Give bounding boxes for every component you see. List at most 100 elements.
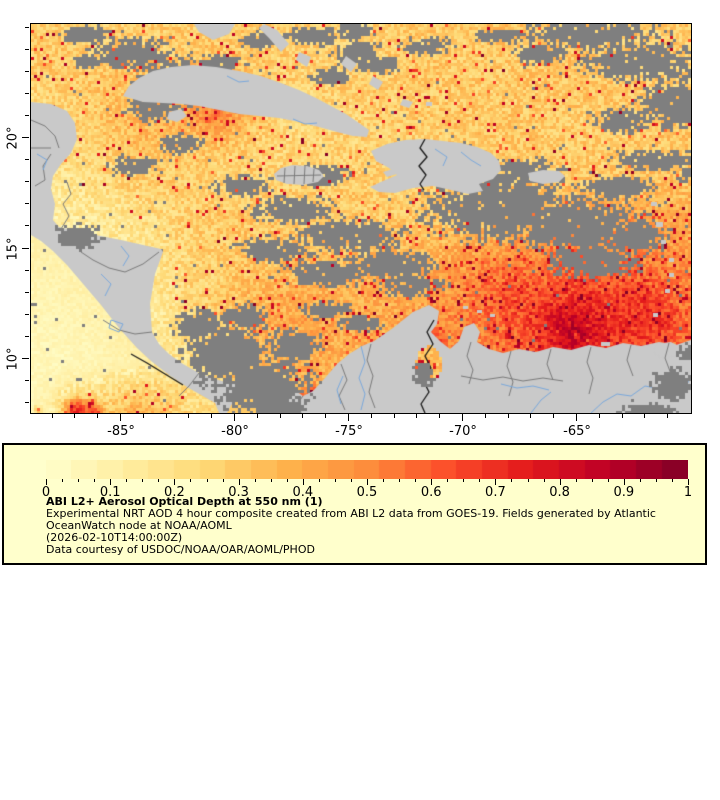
colorbar-minor-tick xyxy=(254,479,256,482)
lat-major-tick xyxy=(22,248,29,249)
legend-box: 0 0.1 0.2 0.3 0.4 0.5 0.6 0.7 0.8 0.9 1 ABI L2+ Ae… xyxy=(2,443,707,565)
colorbar-major-tick xyxy=(46,479,47,485)
lon-major-tick xyxy=(120,414,121,421)
colorbar-major-tick xyxy=(431,479,433,485)
lon-minor-tick xyxy=(598,414,600,418)
colorbar-tick-label: 0.2 xyxy=(164,485,185,500)
colorbar-minor-tick xyxy=(639,479,641,482)
lon-minor-tick xyxy=(370,414,372,418)
lon-minor-tick xyxy=(142,414,144,418)
lon-axis-label: -75° xyxy=(335,424,363,439)
lat-axis-label: 10° xyxy=(5,347,21,371)
lat-minor-tick xyxy=(25,159,29,161)
colorbar-tick-label: 1 xyxy=(683,485,693,500)
colorbar-minor-tick xyxy=(671,479,673,482)
lon-axis-label: -70° xyxy=(449,424,477,439)
lon-minor-tick xyxy=(211,414,213,418)
colorbar-minor-tick xyxy=(463,479,465,482)
legend-title: ABI L2+ Aerosol Optical Depth at 550 nm … xyxy=(46,495,323,508)
lon-minor-tick xyxy=(325,414,327,418)
lat-minor-tick xyxy=(25,402,29,404)
colorbar-major-tick xyxy=(367,479,368,485)
lat-minor-tick xyxy=(25,380,29,382)
colorbar-tick-label: 0.1 xyxy=(99,485,121,500)
colorbar-minor-tick xyxy=(206,479,208,482)
colorbar-major-tick xyxy=(623,479,625,485)
lon-minor-tick xyxy=(393,414,395,418)
lat-minor-tick xyxy=(25,291,29,293)
colorbar-minor-tick xyxy=(126,479,128,482)
lat-minor-tick xyxy=(25,313,29,315)
colorbar-minor-tick xyxy=(190,479,192,482)
lat-axis-label: 15° xyxy=(5,237,21,261)
lat-minor-tick xyxy=(25,70,29,72)
legend-timestamp: (2026-02-10T14:00:00Z) xyxy=(46,531,183,544)
lon-minor-tick xyxy=(74,414,76,418)
lon-minor-tick xyxy=(97,414,99,418)
lat-axis-label: 20° xyxy=(5,126,21,150)
colorbar-minor-tick xyxy=(543,479,545,482)
lon-minor-tick xyxy=(530,414,532,418)
colorbar-tick-label: 0.3 xyxy=(228,485,249,500)
lat-minor-tick xyxy=(25,92,29,94)
colorbar-minor-tick xyxy=(655,479,657,482)
colorbar-major-tick xyxy=(495,479,497,485)
lat-major-tick xyxy=(22,358,29,359)
colorbar-minor-tick xyxy=(607,479,609,482)
colorbar-minor-tick xyxy=(318,479,320,482)
colorbar-major-tick xyxy=(238,479,240,485)
colorbar-minor-tick xyxy=(415,479,417,482)
colorbar-minor-tick xyxy=(399,479,401,482)
lat-minor-tick xyxy=(25,114,29,116)
lat-minor-tick xyxy=(25,225,29,227)
colorbar-minor-tick xyxy=(78,479,80,482)
lon-major-tick xyxy=(234,414,235,421)
lon-axis-label: -85° xyxy=(107,424,135,439)
colorbar-tick-label: 0.9 xyxy=(613,485,635,500)
legend-courtesy: Data courtesy of USDOC/NOAA/OAR/AOML/PHO… xyxy=(46,543,315,556)
lon-minor-tick xyxy=(165,414,167,418)
colorbar-minor-tick xyxy=(94,479,96,482)
colorbar xyxy=(46,460,688,479)
colorbar-minor-tick xyxy=(479,479,481,482)
lat-minor-tick xyxy=(25,203,29,205)
lat-minor-tick xyxy=(25,269,29,271)
colorbar-minor-tick xyxy=(286,479,288,482)
colorbar-minor-tick xyxy=(527,479,529,482)
colorbar-minor-tick xyxy=(222,479,224,482)
colorbar-minor-tick xyxy=(142,479,144,482)
colorbar-tick-label: 0.5 xyxy=(356,485,378,500)
lon-minor-tick xyxy=(188,414,190,418)
colorbar-minor-tick xyxy=(383,479,385,482)
lon-minor-tick xyxy=(416,414,418,418)
lon-minor-tick xyxy=(279,414,281,418)
lon-minor-tick xyxy=(302,414,304,418)
colorbar-minor-tick xyxy=(270,479,272,482)
lon-axis-label: -80° xyxy=(221,424,249,439)
lon-minor-tick xyxy=(439,414,441,418)
colorbar-major-tick xyxy=(688,479,689,485)
colorbar-tick-label: 0 xyxy=(41,485,51,500)
colorbar-tick-label: 0.4 xyxy=(292,485,314,500)
legend-text: ABI L2+ Aerosol Optical Depth at 550 nm … xyxy=(46,496,656,556)
lat-minor-tick xyxy=(25,181,29,183)
legend-description-line2: OceanWatch node at NOAA/AOML xyxy=(46,519,232,532)
lon-major-tick xyxy=(576,414,577,421)
aod-map-canvas xyxy=(30,23,692,414)
colorbar-major-tick xyxy=(110,479,112,485)
colorbar-minor-tick xyxy=(591,479,593,482)
lon-major-tick xyxy=(462,414,463,421)
lon-minor-tick xyxy=(553,414,555,418)
lon-major-tick xyxy=(348,414,349,421)
lon-minor-tick xyxy=(484,414,486,418)
colorbar-minor-tick xyxy=(447,479,449,482)
colorbar-minor-tick xyxy=(511,479,513,482)
lat-minor-tick xyxy=(25,48,29,50)
colorbar-minor-tick xyxy=(350,479,352,482)
colorbar-major-tick xyxy=(559,479,561,485)
colorbar-tick-label: 0.8 xyxy=(549,485,570,500)
lon-axis-label: -65° xyxy=(563,424,591,439)
colorbar-minor-tick xyxy=(334,479,336,482)
lon-minor-tick xyxy=(644,414,646,418)
legend-description-line1: Experimental NRT AOD 4 hour composite cr… xyxy=(46,507,656,520)
